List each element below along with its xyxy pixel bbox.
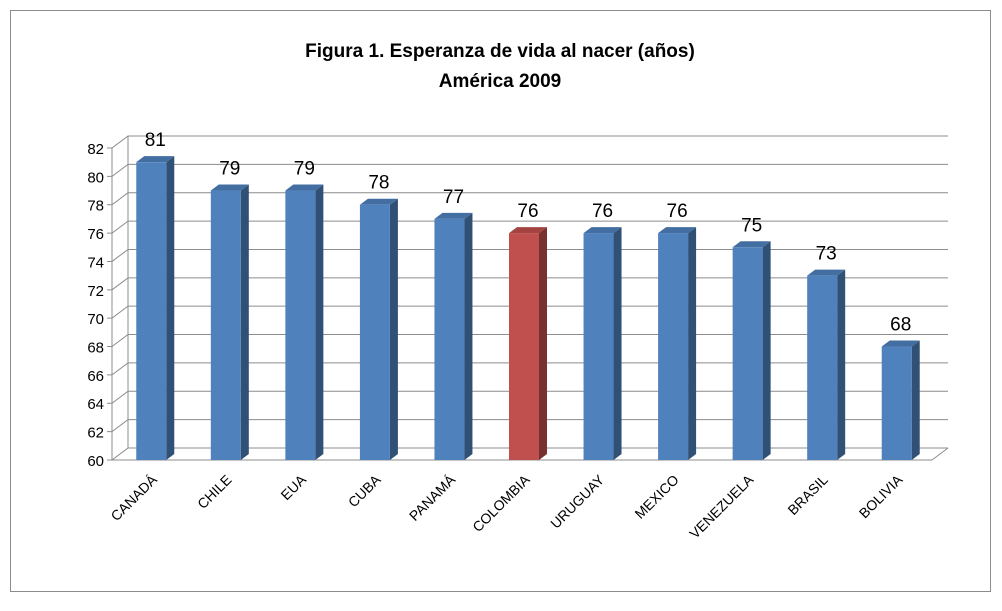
data-label: 76 xyxy=(517,201,538,222)
grid-line xyxy=(107,163,948,177)
bar-side xyxy=(539,227,547,460)
y-tick-label: 64 xyxy=(87,396,104,413)
bar-top xyxy=(434,212,473,219)
bar xyxy=(732,247,763,460)
y-tick-label: 82 xyxy=(87,141,104,158)
y-tick-label: 66 xyxy=(87,368,104,385)
bar-top xyxy=(136,156,175,163)
grid-line xyxy=(107,192,948,206)
bar xyxy=(509,233,539,460)
bar xyxy=(583,233,614,460)
bar xyxy=(658,233,689,460)
data-label: 68 xyxy=(890,315,911,336)
bar-top xyxy=(359,198,398,205)
chart-subtitle: América 2009 xyxy=(439,71,562,92)
data-label: 76 xyxy=(592,201,613,222)
data-label: 75 xyxy=(741,215,762,236)
bar-top xyxy=(658,227,697,234)
bar-side xyxy=(166,156,175,460)
bar-top xyxy=(285,184,324,191)
y-tick-label: 78 xyxy=(87,198,104,215)
y-tick-label: 80 xyxy=(87,169,104,186)
bar-side xyxy=(315,184,324,460)
y-tick-label: 70 xyxy=(87,311,104,328)
bar xyxy=(434,218,465,460)
data-label: 78 xyxy=(368,173,389,194)
grid-line xyxy=(107,220,948,234)
y-tick-label: 62 xyxy=(87,425,104,442)
bar-side xyxy=(762,241,771,460)
bar xyxy=(210,190,241,460)
bar-side xyxy=(613,227,622,460)
data-label: 77 xyxy=(443,187,464,208)
bar-side xyxy=(688,227,697,460)
bar-top xyxy=(210,184,249,191)
bar-side xyxy=(911,340,920,460)
grid-line xyxy=(107,135,948,149)
data-label: 76 xyxy=(667,201,688,222)
bar-side xyxy=(837,269,846,460)
data-label: 73 xyxy=(816,244,837,265)
y-tick-label: 74 xyxy=(87,254,104,271)
y-tick-label: 72 xyxy=(87,283,104,300)
bar xyxy=(285,190,316,460)
data-label: 81 xyxy=(145,130,166,151)
floor-right xyxy=(931,447,949,461)
bar-top xyxy=(509,227,547,234)
y-tick-label: 76 xyxy=(87,226,104,243)
bar-top xyxy=(583,227,622,234)
y-tick-label: 60 xyxy=(87,453,104,470)
data-label: 79 xyxy=(294,159,315,180)
chart-title: Figura 1. Esperanza de vida al nacer (añ… xyxy=(305,41,695,62)
data-label: 79 xyxy=(219,159,240,180)
bar-top xyxy=(807,269,846,276)
bar xyxy=(359,204,390,460)
bar xyxy=(807,275,838,460)
bar xyxy=(136,162,167,460)
bar-side xyxy=(240,184,249,460)
bar-side xyxy=(389,198,398,460)
bar-top xyxy=(881,340,920,347)
bar-top xyxy=(732,241,771,248)
y-tick-label: 68 xyxy=(87,340,104,357)
bar-side xyxy=(464,212,473,460)
bar xyxy=(881,346,912,460)
